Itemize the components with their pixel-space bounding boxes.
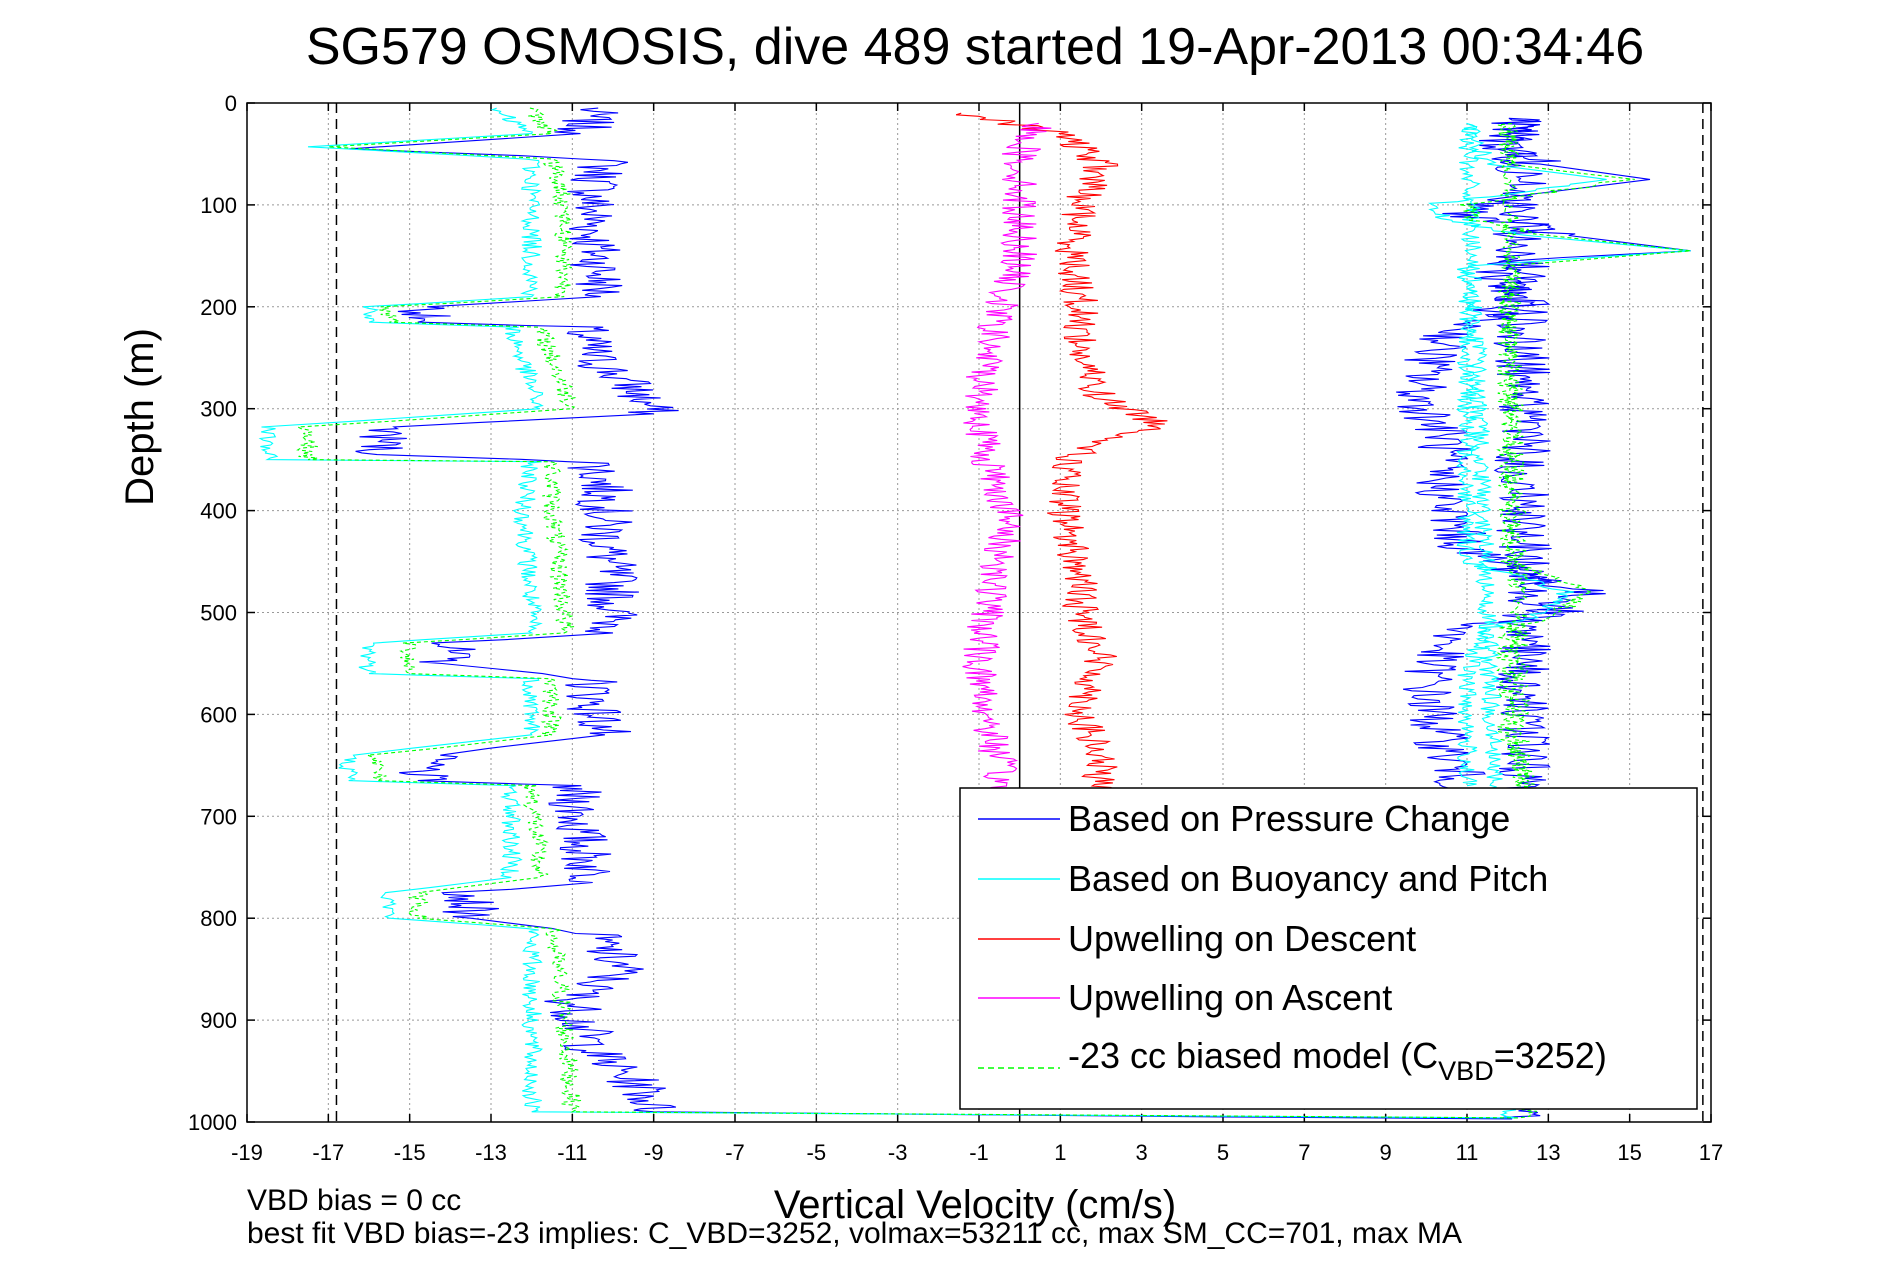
- x-tick-label: -3: [888, 1140, 908, 1165]
- y-axis-label: Depth (m): [118, 328, 162, 506]
- y-tick-label: 900: [200, 1008, 237, 1033]
- legend-model-subscript: VBD: [1438, 1056, 1494, 1086]
- x-tick-label: -9: [644, 1140, 664, 1165]
- x-tick-label: 9: [1380, 1140, 1392, 1165]
- y-tick-label: 600: [200, 702, 237, 727]
- x-tick-label: 3: [1136, 1140, 1148, 1165]
- chart-title: SG579 OSMOSIS, dive 489 started 19-Apr-2…: [306, 18, 1644, 76]
- legend-label-descent: Upwelling on Descent: [1068, 918, 1416, 959]
- annotation-best-fit: best fit VBD bias=-23 implies: C_VBD=325…: [247, 1217, 1462, 1250]
- y-tick-label: 300: [200, 397, 237, 422]
- x-tick-label: -5: [807, 1140, 827, 1165]
- series-line-3: [962, 122, 1052, 792]
- series-line-1: [258, 107, 1691, 1119]
- legend-label-ascent: Upwelling on Ascent: [1068, 977, 1392, 1018]
- y-tick-label: 100: [200, 193, 237, 218]
- y-tick-labels: 0 100 200 300 400 500 600 700 800 900 1000: [188, 91, 237, 1135]
- plot-frame: [246, 102, 1712, 1123]
- legend-model-suffix: =3252): [1494, 1035, 1607, 1076]
- x-tick-label: 7: [1298, 1140, 1310, 1165]
- x-tick-label: 11: [1456, 1140, 1479, 1165]
- x-tick-label: 1: [1054, 1140, 1066, 1165]
- x-tick-label: -7: [725, 1140, 745, 1165]
- x-tick-label: 15: [1617, 1140, 1641, 1165]
- x-tick-label: -19: [231, 1140, 263, 1165]
- x-tick-label: 13: [1536, 1140, 1560, 1165]
- x-tick-label: 17: [1699, 1140, 1723, 1165]
- annotation-vbd-bias: VBD bias = 0 cc: [247, 1184, 461, 1217]
- x-tick-label: -1: [969, 1140, 989, 1165]
- legend-label-buoyancy: Based on Buoyancy and Pitch: [1068, 858, 1548, 899]
- legend: Based on Pressure Change Based on Buoyan…: [959, 787, 1698, 1110]
- series-line-4: [296, 107, 1691, 1119]
- x-tick-labels: -19 -17 -15 -13 -11 -9 -7 -5 -3 -1 1 3 5 7 9 11 13 15 17: [231, 1140, 1723, 1165]
- series-group: [258, 107, 1691, 1120]
- x-tick-label: -13: [475, 1140, 507, 1165]
- legend-model-prefix: -23 cc biased model (C: [1068, 1035, 1438, 1076]
- legend-label-pressure: Based on Pressure Change: [1068, 798, 1510, 839]
- y-tick-label: 200: [200, 295, 237, 320]
- y-tick-label: 1000: [188, 1110, 237, 1135]
- y-tick-label: 0: [225, 91, 237, 116]
- x-tick-label: -11: [557, 1140, 587, 1165]
- x-axis-label: Vertical Velocity (cm/s): [774, 1183, 1176, 1227]
- x-tick-label: -15: [394, 1140, 426, 1165]
- y-tick-label: 800: [200, 906, 237, 931]
- x-tick-label: -17: [312, 1140, 344, 1165]
- legend-box: [959, 787, 1698, 1110]
- y-tick-label: 700: [200, 804, 237, 829]
- y-tick-label: 500: [200, 601, 237, 626]
- legend-label-model: -23 cc biased model (CVBD=3252): [1068, 1035, 1607, 1086]
- series-line-2: [955, 112, 1168, 792]
- x-tick-label: 5: [1217, 1140, 1229, 1165]
- y-tick-label: 400: [200, 499, 237, 524]
- series-line-0: [348, 107, 1691, 1120]
